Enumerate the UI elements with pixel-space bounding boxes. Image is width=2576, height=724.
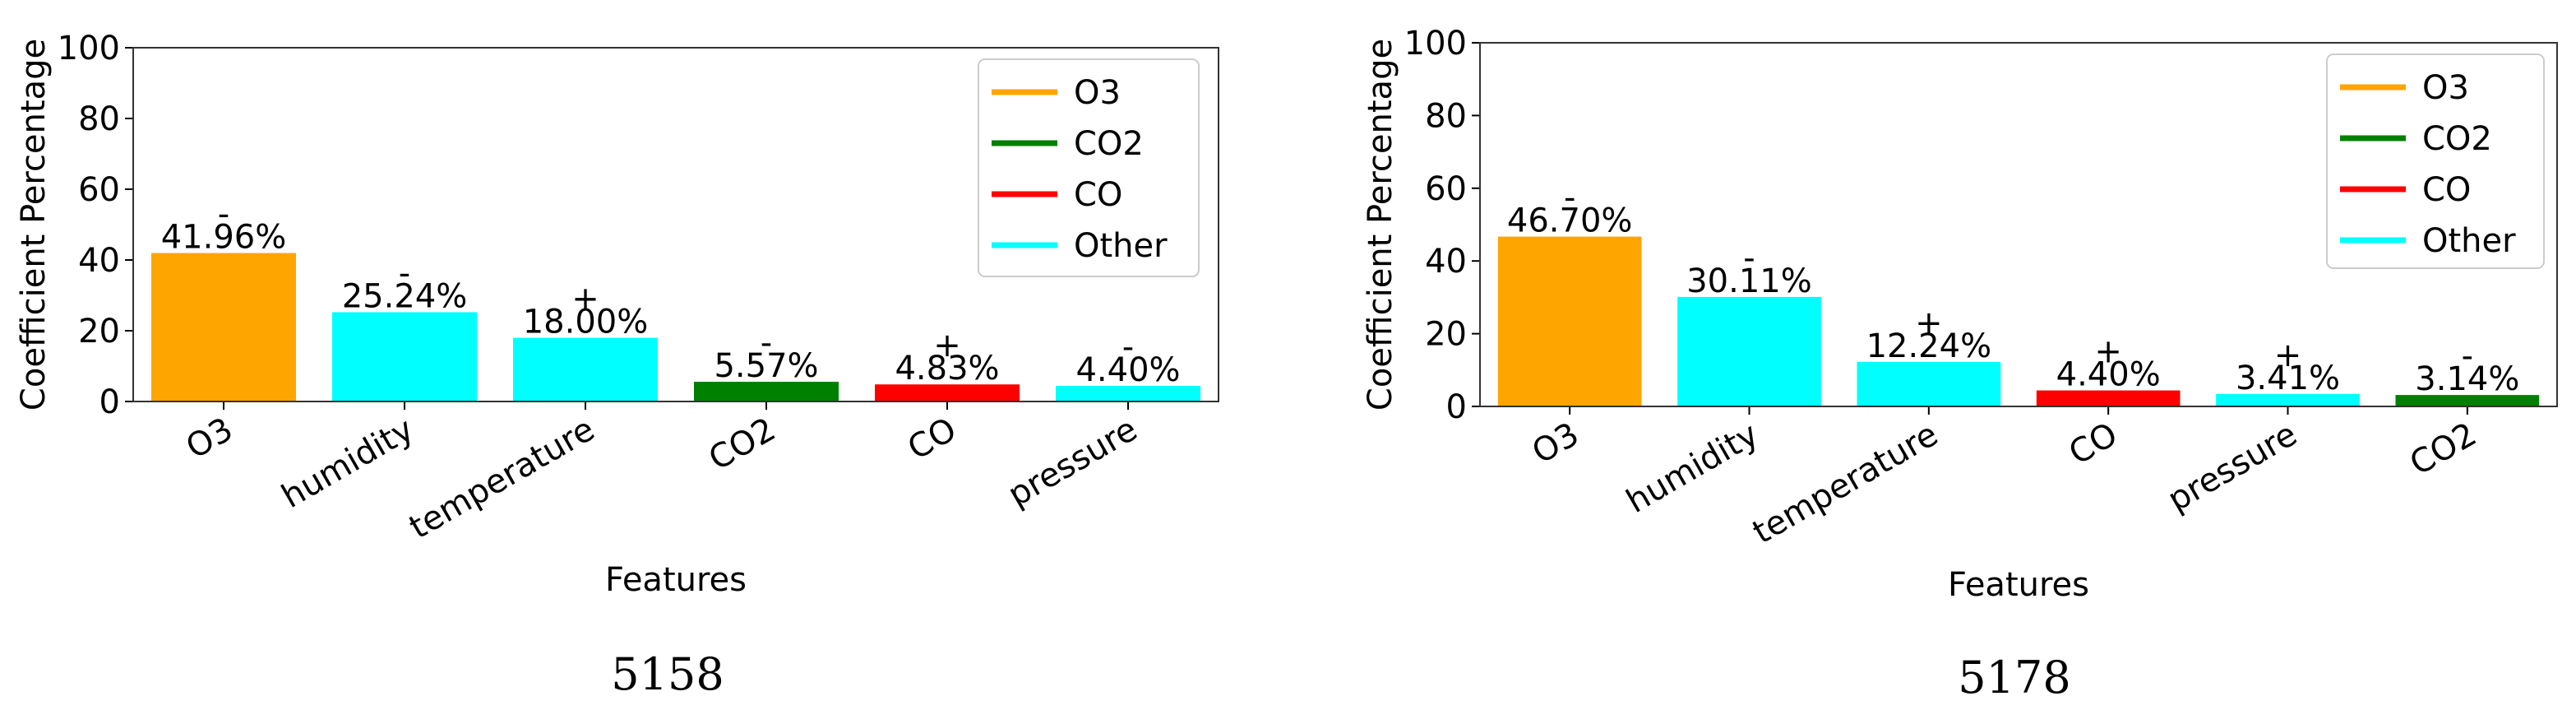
x-tick-label: temperature <box>1746 415 1945 552</box>
x-tick-label: CO2 <box>2403 415 2483 483</box>
x-tick-label: CO <box>902 411 963 468</box>
value-label: 3.14% <box>2415 360 2519 398</box>
sign-label: - <box>399 254 410 292</box>
chart-1: 02040608010046.70%-O330.11%-humidity12.2… <box>1362 25 2558 703</box>
x-tick-label: temperature <box>403 411 601 547</box>
bar <box>1056 386 1200 401</box>
x-tick-label: CO2 <box>702 411 782 478</box>
bar <box>694 382 839 401</box>
legend: O3 CO2 CO Other <box>2326 53 2545 269</box>
y-axis-label: Coefficient Percentage <box>1362 39 1399 411</box>
plot-frame <box>1479 42 2558 407</box>
sign-label: + <box>933 327 961 364</box>
sign-label: - <box>2462 337 2473 375</box>
legend-label: O3 <box>1074 74 1121 112</box>
sign-label: + <box>2094 333 2122 371</box>
bar <box>1677 296 1821 406</box>
legend-label: O3 <box>2422 69 2469 107</box>
bar <box>513 337 658 401</box>
sign-label: - <box>218 196 229 234</box>
sign-label: + <box>2274 336 2302 374</box>
y-tick-label: 0 <box>1446 388 1467 426</box>
y-tick-label: 20 <box>78 313 120 350</box>
plot-frame <box>132 47 1219 402</box>
legend-box <box>978 58 1200 277</box>
x-tick-label: O3 <box>180 411 239 466</box>
x-tick-label: CO <box>2063 415 2124 473</box>
x-tick-label: O3 <box>1526 415 1585 471</box>
value-label: 4.40% <box>1075 351 1180 389</box>
legend-label: CO2 <box>1074 125 1144 163</box>
bar <box>332 312 477 401</box>
value-label: 4.83% <box>895 350 999 388</box>
y-tick-label: 0 <box>99 383 120 421</box>
sign-label: + <box>571 281 599 318</box>
sign-label: - <box>1122 328 1134 366</box>
y-tick-label: 40 <box>1425 243 1467 281</box>
legend-label: CO <box>2422 171 2471 209</box>
x-tick-label: pressure <box>1001 411 1144 514</box>
sign-label: - <box>1743 239 1755 277</box>
value-label: 12.24% <box>1866 327 1992 365</box>
x-axis-label: Features <box>605 561 747 599</box>
y-tick-label: 100 <box>58 30 120 67</box>
legend: O3 CO2 CO Other <box>978 58 1200 277</box>
x-tick-label: pressure <box>2162 415 2304 519</box>
bar <box>2216 393 2360 406</box>
sign-label: - <box>761 324 772 362</box>
y-tick-label: 60 <box>78 171 120 209</box>
value-label: 5.57% <box>714 347 818 385</box>
bar <box>1857 361 2001 406</box>
chart-caption: 5178 <box>1958 652 2070 703</box>
bar <box>1497 236 1642 406</box>
value-label: 4.40% <box>2056 356 2161 394</box>
y-tick-label: 100 <box>1404 25 1467 63</box>
chart-caption: 5158 <box>611 648 724 700</box>
y-tick-label: 40 <box>78 242 120 280</box>
y-tick-label: 80 <box>78 100 120 138</box>
legend-label: Other <box>1074 227 1168 265</box>
value-label: 41.96% <box>161 219 287 257</box>
x-axis-label: Features <box>1948 566 2089 604</box>
legend-label: CO2 <box>2422 120 2492 158</box>
value-label: 46.70% <box>1507 202 1633 240</box>
value-label: 30.11% <box>1686 262 1812 300</box>
y-tick-label: 20 <box>1425 316 1467 354</box>
bar <box>2036 390 2181 406</box>
value-label: 18.00% <box>523 304 649 341</box>
chart-0: 02040608010041.96%-O325.24%-humidity18.0… <box>15 30 1219 700</box>
y-axis-label: Coefficient Percentage <box>15 39 53 411</box>
bar <box>875 384 1020 401</box>
bar <box>2395 395 2540 406</box>
value-label: 25.24% <box>342 277 468 315</box>
legend-box <box>2326 53 2545 269</box>
legend-label: Other <box>2422 222 2516 260</box>
legend-label: CO <box>1074 176 1122 214</box>
x-tick-label: humidity <box>275 411 420 516</box>
y-tick-label: 80 <box>1425 97 1467 135</box>
value-label: 3.41% <box>2236 360 2340 397</box>
x-tick-label: humidity <box>1621 415 1765 521</box>
bar <box>151 253 296 401</box>
sign-label: - <box>1564 179 1575 217</box>
y-tick-label: 60 <box>1425 170 1467 208</box>
sign-label: + <box>1915 304 1943 342</box>
